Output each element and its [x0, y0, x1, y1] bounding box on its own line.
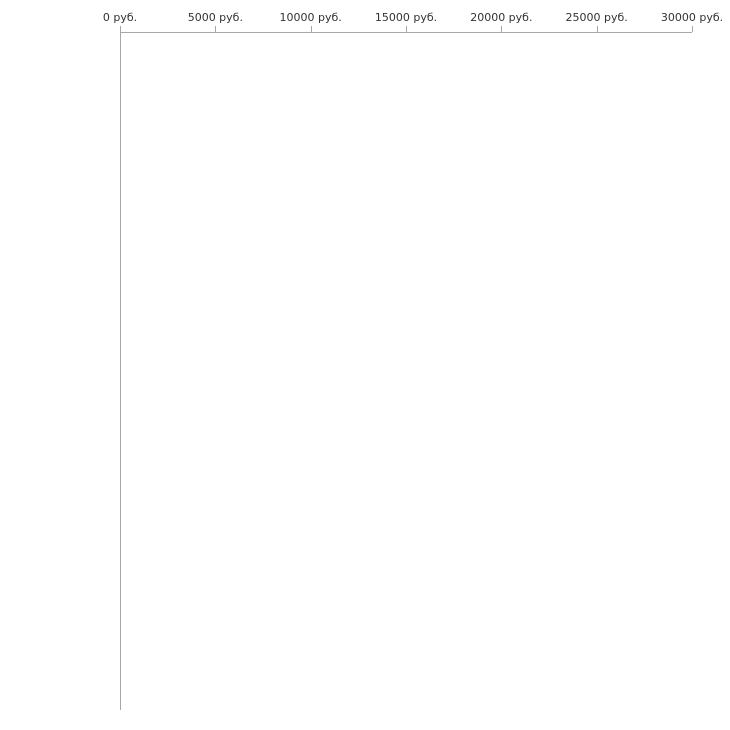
x-axis-line — [120, 32, 692, 33]
plot-area — [0, 32, 730, 710]
x-axis-tick-mark — [596, 26, 598, 32]
x-axis-tick-label: 20000 руб. — [470, 11, 533, 24]
x-axis-tick-label: 5000 руб. — [187, 11, 243, 24]
x-axis-tick-mark — [406, 26, 407, 32]
x-axis-tick-mark — [501, 26, 503, 32]
x-axis-tick-mark — [120, 26, 121, 32]
x-axis-tick-label: 10000 руб. — [279, 11, 342, 24]
y-axis-line — [120, 32, 121, 710]
x-axis-tick-mark — [310, 26, 312, 32]
x-axis-tick-label: 0 руб. — [102, 11, 138, 24]
x-axis-tick-mark — [215, 26, 217, 32]
x-axis-tick-label: 15000 руб. — [374, 11, 438, 24]
x-axis-tick-label: 25000 руб. — [565, 11, 628, 24]
x-axis-tick-mark — [692, 26, 693, 32]
x-axis-tick-label: 30000 руб. — [660, 11, 724, 24]
